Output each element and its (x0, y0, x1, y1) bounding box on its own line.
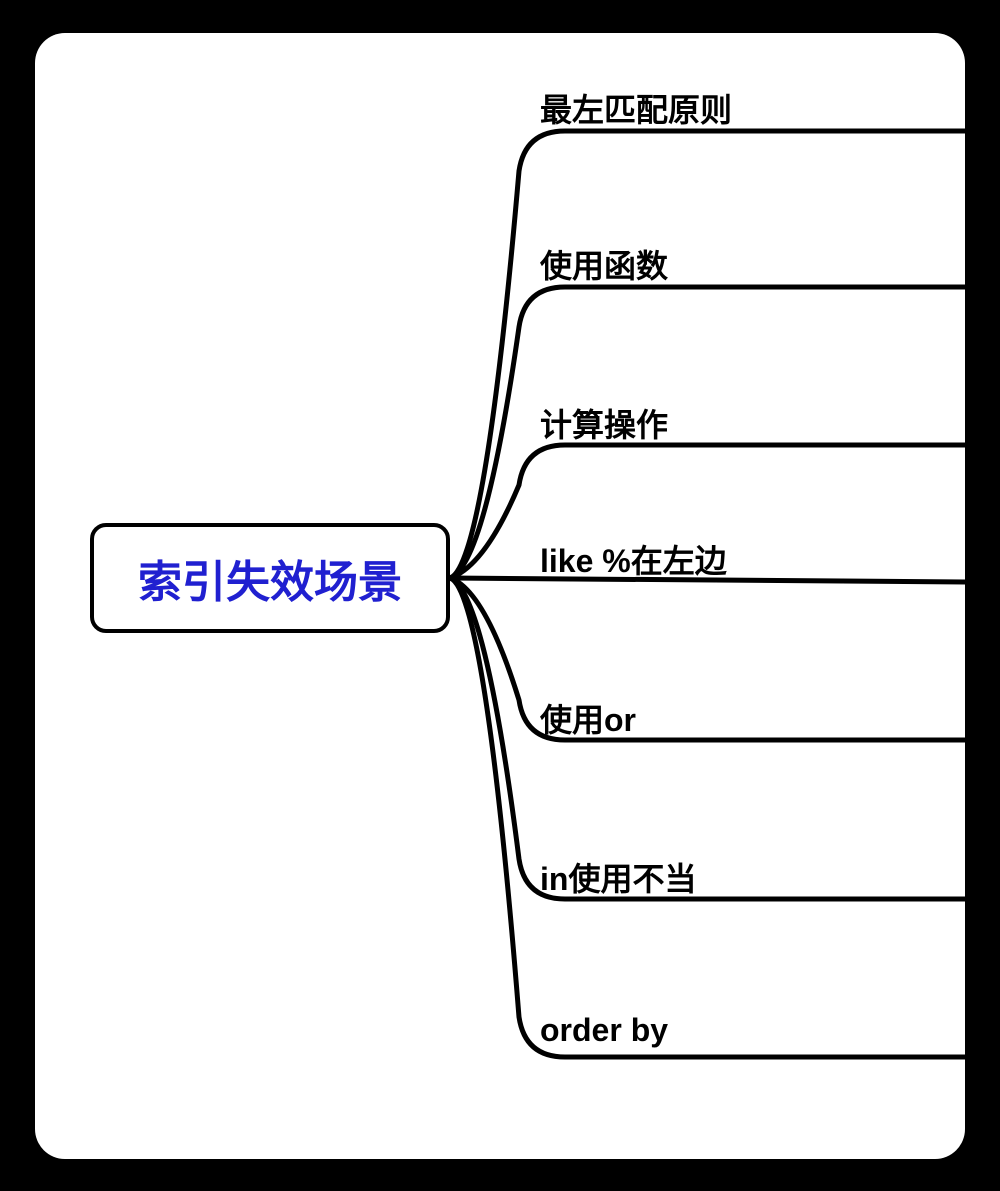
root-label: 索引失效场景 (138, 546, 402, 610)
branch-edge (450, 287, 965, 578)
branch-label: in使用不当 (540, 854, 696, 900)
root-node: 索引失效场景 (90, 523, 450, 633)
mindmap-container: 索引失效场景 最左匹配原则使用函数计算操作 like %在左边使用or in使用不当… (35, 33, 965, 1159)
branch-label: 使用函数 (540, 241, 668, 287)
branch-label: 使用or (540, 695, 636, 741)
branch-edge (450, 578, 965, 1057)
branch-label: 计算操作 (540, 400, 668, 446)
branch-edge (450, 131, 965, 578)
branch-label: order by (540, 1012, 668, 1049)
branch-edge (450, 578, 965, 740)
branch-label: 最左匹配原则 (540, 85, 732, 131)
branch-label: like %在左边 (540, 536, 727, 582)
